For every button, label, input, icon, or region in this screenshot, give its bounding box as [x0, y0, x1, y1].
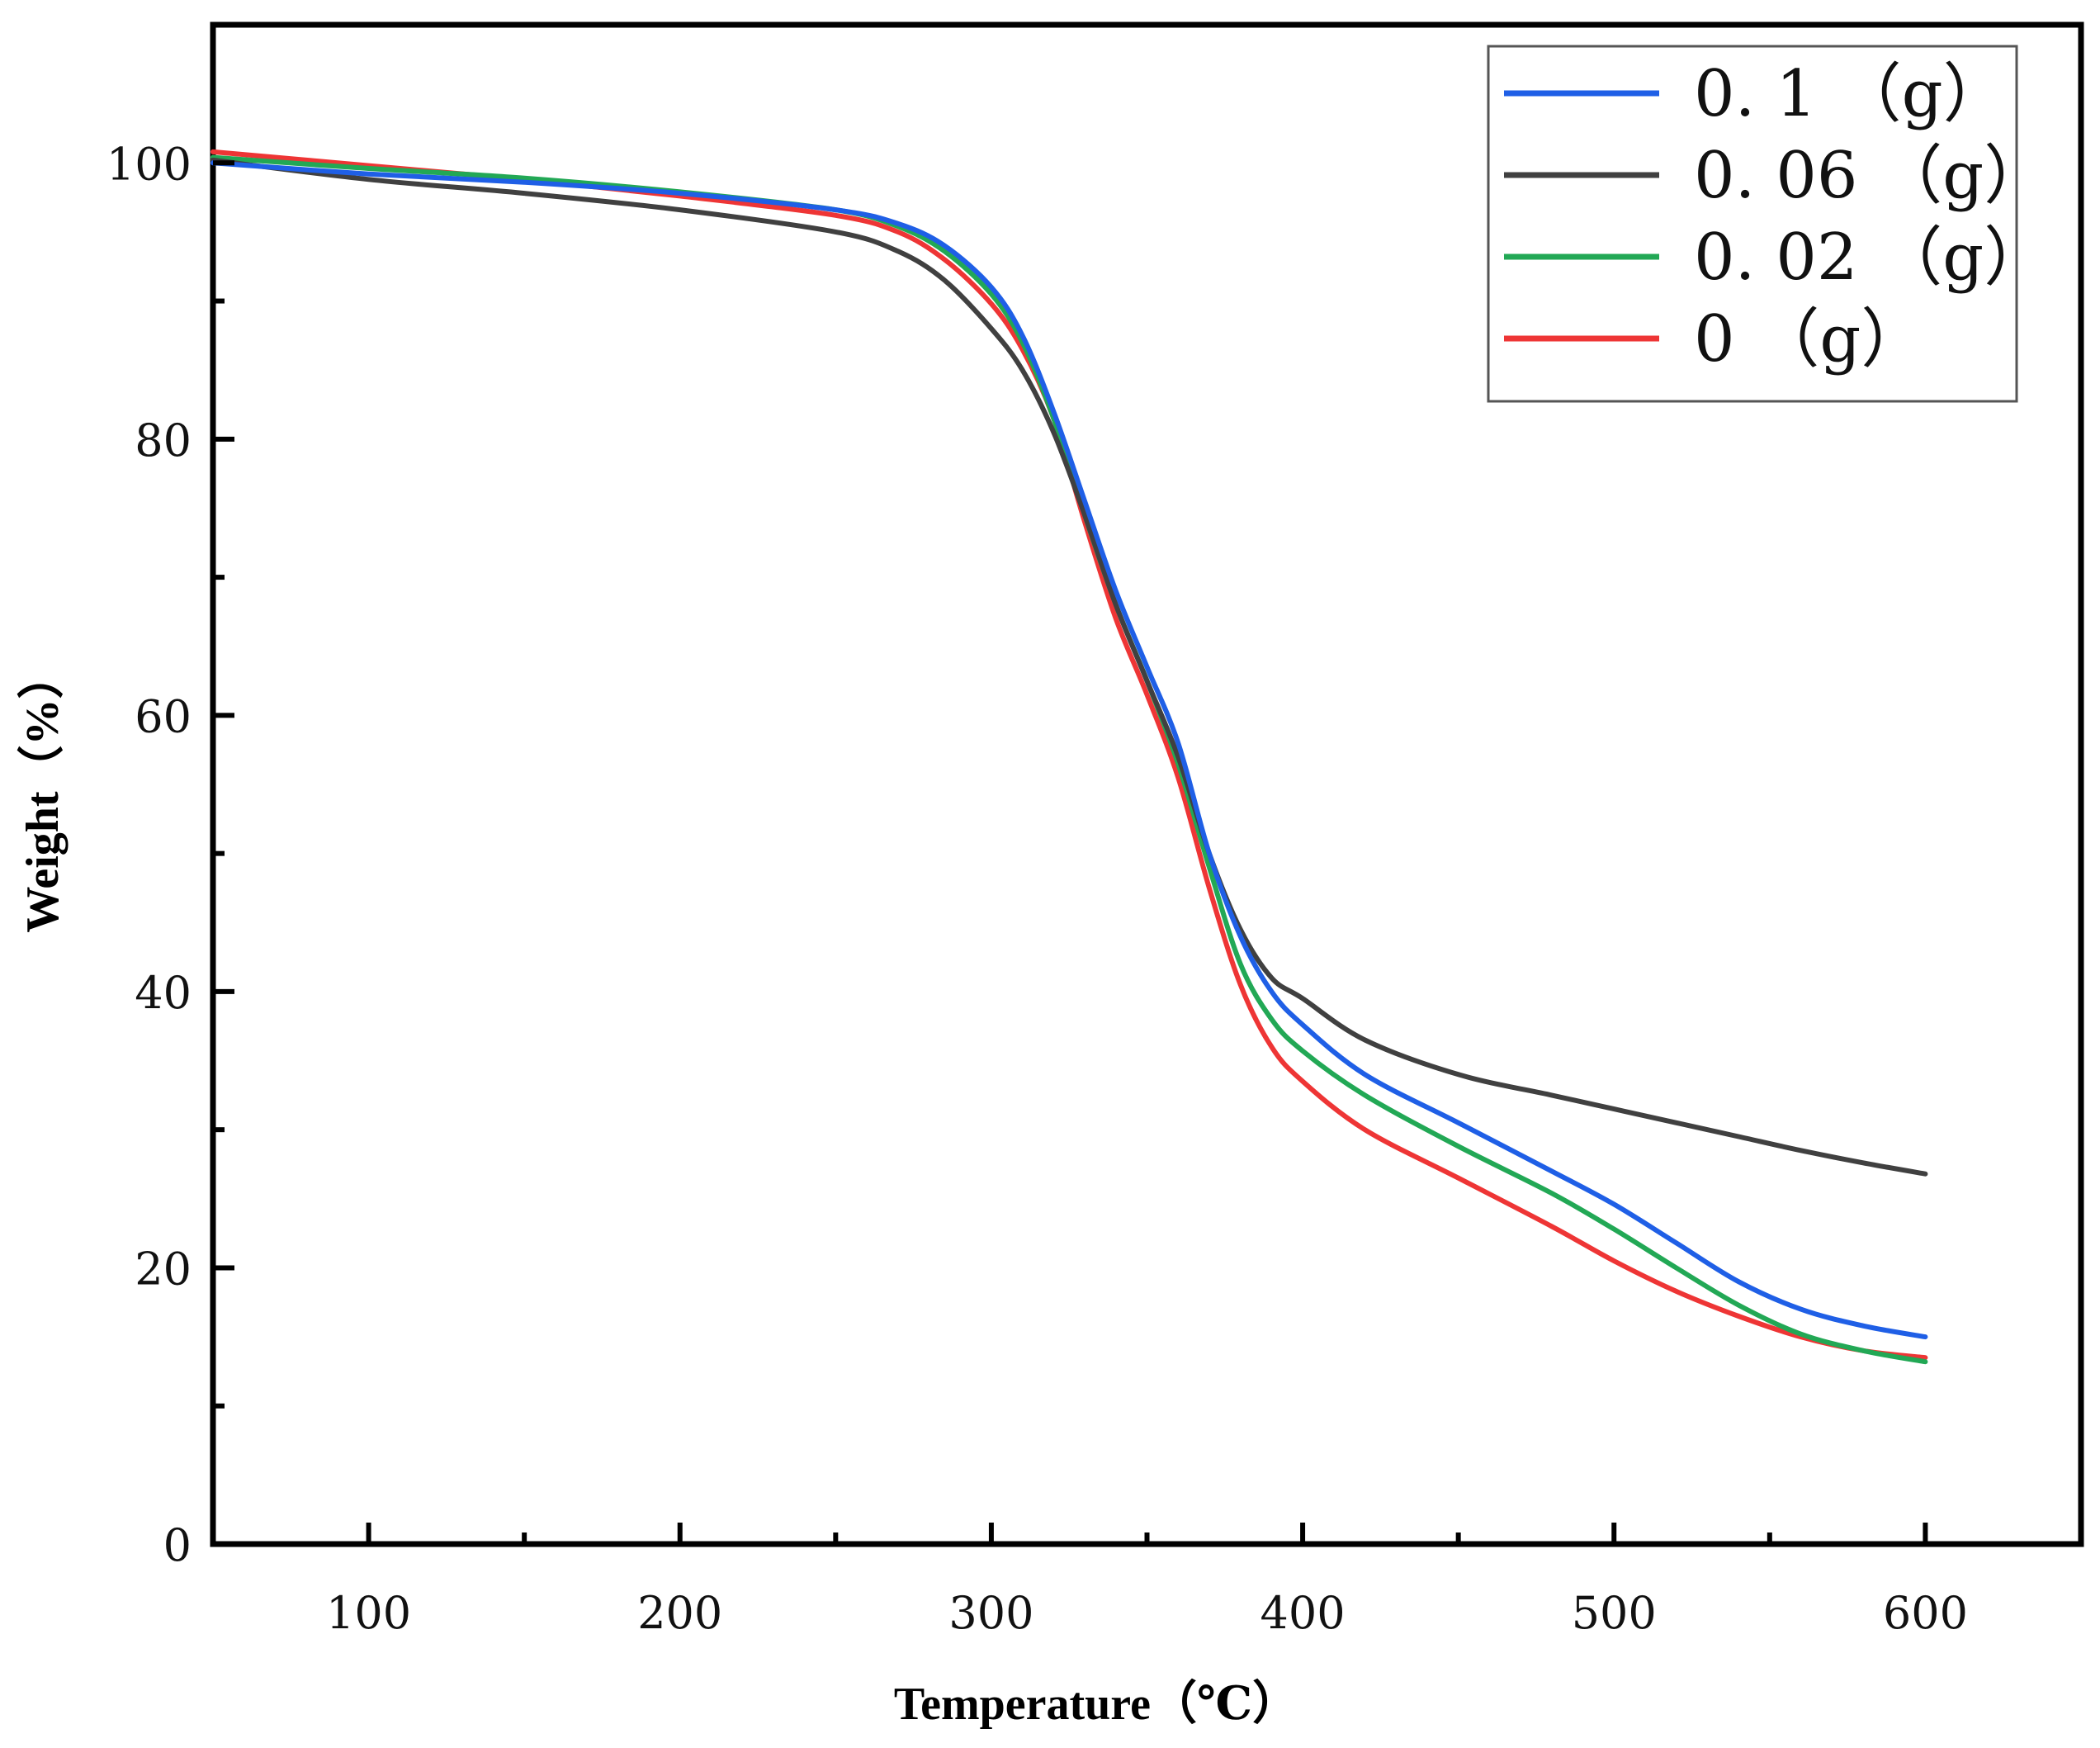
series-line-0-g: [210, 149, 1928, 1361]
x-tick-label: 200: [637, 1587, 722, 1639]
legend: 0. 1 （g） 0. 06 （g）0. 02 （g）0 （g）: [1487, 45, 2048, 403]
y-tick-label: 60: [135, 690, 192, 742]
x-tick-label: 600: [1883, 1587, 1968, 1639]
series-layer: [210, 149, 1928, 1365]
x-axis-title: Temperature（℃）: [894, 1678, 1298, 1730]
y-axis: 0 20 40 60 80 100: [106, 138, 234, 1571]
series-line-0-1-g: [210, 160, 1928, 1340]
y-tick-label: 80: [135, 414, 192, 467]
series-line-0-06-g: [210, 157, 1928, 1177]
legend-label-0-g: 0 （g）: [1694, 302, 1925, 377]
y-axis-title: Weight（%）: [17, 652, 69, 932]
x-tick-label: 500: [1572, 1587, 1657, 1639]
y-tick-label: 100: [106, 138, 192, 190]
legend-label-0-1-g: 0. 1 （g）: [1694, 57, 2008, 131]
x-tick-label: 300: [948, 1587, 1033, 1639]
x-axis: 100 200 300 400 500 600: [326, 1523, 1968, 1639]
x-tick-label: 100: [326, 1587, 411, 1639]
y-tick-label: 20: [135, 1243, 192, 1295]
legend-label-0-06-g: 0. 06 （g）: [1694, 139, 2048, 213]
x-tick-label: 400: [1260, 1587, 1346, 1639]
legend-box: [1487, 45, 2018, 403]
y-tick-label: 0: [163, 1519, 192, 1571]
y-tick-label: 40: [135, 967, 192, 1019]
legend-label-0-02-g: 0. 02 （g）: [1694, 220, 2048, 295]
